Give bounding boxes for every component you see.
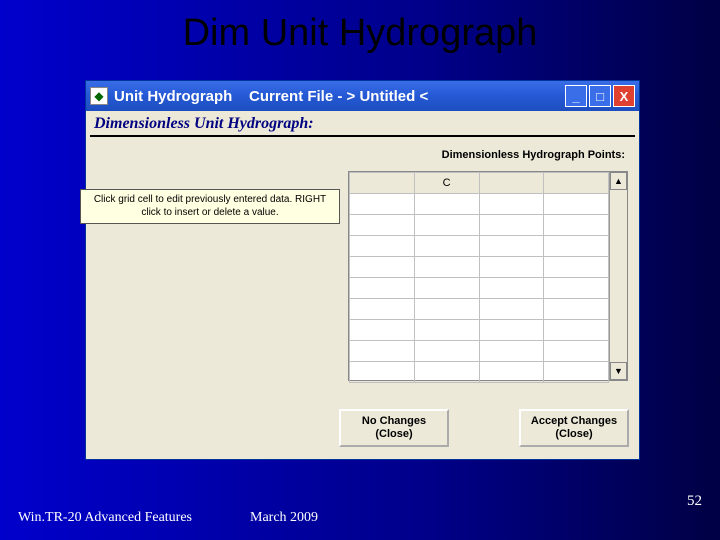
grid-cell[interactable]	[479, 320, 544, 341]
points-label: Dimensionless Hydrograph Points:	[442, 149, 625, 161]
button-label: (Close)	[555, 428, 592, 441]
grid-cell[interactable]	[414, 257, 479, 278]
grid-cell[interactable]	[414, 194, 479, 215]
slide-title: Dim Unit Hydrograph	[0, 0, 720, 63]
table-row	[350, 341, 609, 362]
grid-cell[interactable]	[544, 299, 609, 320]
button-label: No Changes	[362, 415, 426, 428]
client-area: Dimensionless Hydrograph Points: Click g…	[86, 143, 639, 457]
grid-cell[interactable]	[544, 320, 609, 341]
grid-cell[interactable]	[350, 236, 415, 257]
dialog-buttons: No Changes (Close) Accept Changes (Close…	[339, 409, 629, 447]
grid-cell[interactable]	[414, 341, 479, 362]
grid-table[interactable]: C	[349, 172, 609, 383]
grid-cell[interactable]	[544, 341, 609, 362]
grid-cell[interactable]	[479, 341, 544, 362]
grid-cell[interactable]	[414, 236, 479, 257]
table-row	[350, 236, 609, 257]
grid-header-cell-active[interactable]	[479, 173, 544, 194]
divider	[90, 135, 635, 137]
grid-cell[interactable]	[414, 215, 479, 236]
grid-cell[interactable]	[544, 215, 609, 236]
grid-cell[interactable]	[479, 278, 544, 299]
button-label: Accept Changes	[531, 415, 617, 428]
grid-cell[interactable]	[350, 341, 415, 362]
table-row	[350, 362, 609, 383]
app-window: ◆ Unit Hydrograph Current File - > Untit…	[85, 80, 640, 460]
grid-header-cell[interactable]: C	[414, 173, 479, 194]
grid-scrollbar[interactable]: ▲ ▼	[609, 172, 627, 380]
grid-cell[interactable]	[414, 278, 479, 299]
current-file-label: Current File - > Untitled <	[249, 88, 428, 105]
footer-date: March 2009	[250, 510, 318, 526]
grid-cell[interactable]	[479, 362, 544, 383]
help-tooltip: Click grid cell to edit previously enter…	[80, 189, 340, 224]
scroll-up-button[interactable]: ▲	[610, 172, 627, 190]
grid-cell[interactable]	[544, 362, 609, 383]
grid-header-cell[interactable]	[350, 173, 415, 194]
grid-cell[interactable]	[479, 194, 544, 215]
grid-cell[interactable]	[350, 257, 415, 278]
titlebar[interactable]: ◆ Unit Hydrograph Current File - > Untit…	[86, 81, 639, 111]
grid-cell[interactable]	[544, 194, 609, 215]
footer-left: Win.TR-20 Advanced Features	[18, 510, 192, 526]
table-row	[350, 278, 609, 299]
data-grid[interactable]: C ▲ ▼	[348, 171, 628, 381]
app-icon: ◆	[90, 87, 108, 105]
button-label: (Close)	[375, 428, 412, 441]
grid-cell[interactable]	[414, 320, 479, 341]
grid-cell[interactable]	[479, 257, 544, 278]
table-row	[350, 320, 609, 341]
table-row	[350, 194, 609, 215]
grid-cell[interactable]	[479, 299, 544, 320]
page-number: 52	[687, 493, 702, 510]
window-controls: _ □ X	[565, 85, 635, 107]
grid-cell[interactable]	[479, 236, 544, 257]
grid-header-cell[interactable]	[544, 173, 609, 194]
grid-cell[interactable]	[350, 194, 415, 215]
minimize-button[interactable]: _	[565, 85, 587, 107]
grid-cell[interactable]	[544, 236, 609, 257]
accept-changes-button[interactable]: Accept Changes (Close)	[519, 409, 629, 447]
no-changes-button[interactable]: No Changes (Close)	[339, 409, 449, 447]
section-subtitle: Dimensionless Unit Hydrograph:	[86, 111, 639, 135]
grid-cell[interactable]	[350, 320, 415, 341]
grid-header-row: C	[350, 173, 609, 194]
grid-cell[interactable]	[350, 215, 415, 236]
grid-cell[interactable]	[414, 299, 479, 320]
maximize-button[interactable]: □	[589, 85, 611, 107]
close-button[interactable]: X	[613, 85, 635, 107]
grid-cell[interactable]	[479, 215, 544, 236]
scroll-down-button[interactable]: ▼	[610, 362, 627, 380]
grid-cell[interactable]	[544, 278, 609, 299]
titlebar-text: Unit Hydrograph Current File - > Untitle…	[114, 88, 565, 105]
grid-cell[interactable]	[350, 299, 415, 320]
table-row	[350, 299, 609, 320]
grid-cell[interactable]	[544, 257, 609, 278]
grid-cell[interactable]	[350, 362, 415, 383]
table-row	[350, 215, 609, 236]
app-name: Unit Hydrograph	[114, 88, 232, 105]
grid-cell[interactable]	[350, 278, 415, 299]
grid-cell[interactable]	[414, 362, 479, 383]
table-row	[350, 257, 609, 278]
